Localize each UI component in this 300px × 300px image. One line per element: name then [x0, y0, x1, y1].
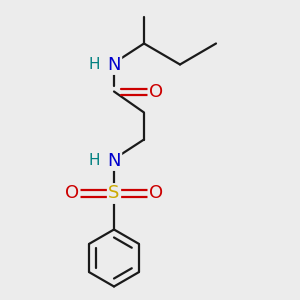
Text: H: H: [89, 153, 100, 168]
Text: H: H: [89, 57, 100, 72]
Text: O: O: [149, 82, 163, 100]
Text: O: O: [149, 184, 163, 202]
Text: O: O: [65, 184, 79, 202]
Text: N: N: [107, 56, 121, 74]
Text: N: N: [107, 152, 121, 169]
Text: S: S: [108, 184, 120, 202]
